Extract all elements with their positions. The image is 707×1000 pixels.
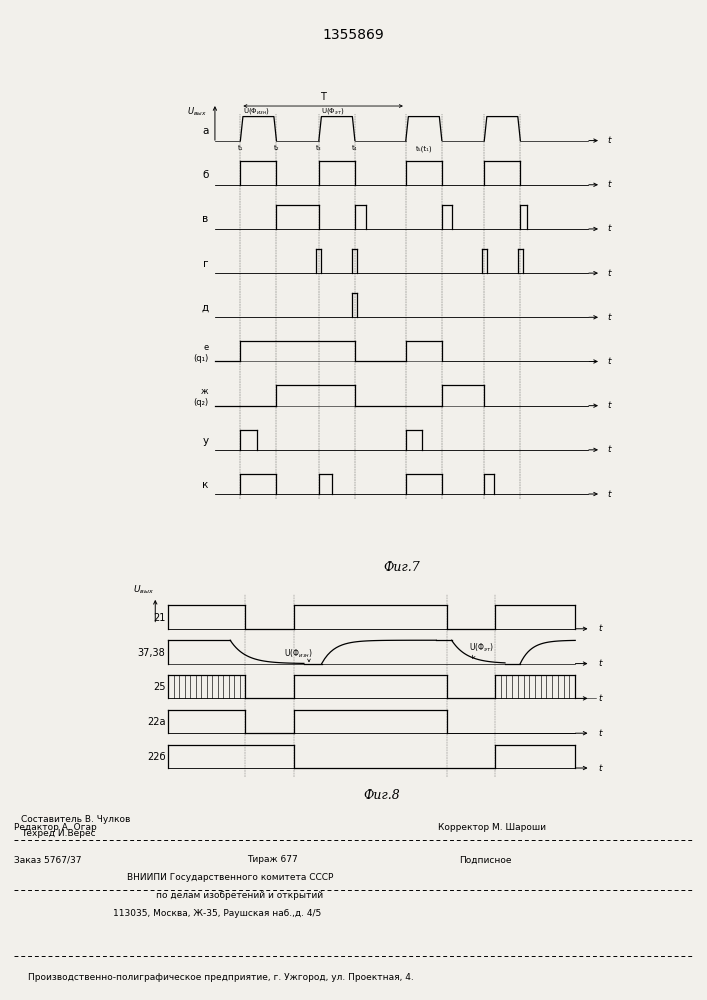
Text: Фиг.8: Фиг.8 (363, 789, 400, 802)
Text: у: у (202, 436, 209, 446)
Text: U(Φ$_{эт}$): U(Φ$_{эт}$) (469, 642, 495, 654)
Text: Составитель В. Чулков: Составитель В. Чулков (21, 816, 131, 824)
Text: 22б: 22б (147, 752, 165, 762)
Text: Подписное: Подписное (460, 856, 512, 864)
Text: t: t (607, 269, 611, 278)
Text: 37,38: 37,38 (138, 648, 165, 658)
Text: г: г (203, 259, 209, 269)
Text: е
(q₁): е (q₁) (193, 343, 209, 363)
Text: по делам изобретений и открытий: по делам изобретений и открытий (156, 892, 322, 900)
Text: б: б (202, 170, 209, 180)
Text: T: T (320, 92, 326, 102)
Text: t: t (598, 729, 602, 738)
Text: t: t (607, 136, 611, 145)
Text: t: t (607, 401, 611, 410)
Text: t: t (607, 180, 611, 189)
Text: t: t (598, 764, 602, 773)
Text: t: t (607, 490, 611, 499)
Text: U(Φ$_{изн}$): U(Φ$_{изн}$) (243, 106, 269, 116)
Text: Корректор М. Шароши: Корректор М. Шароши (438, 824, 547, 832)
Text: к: к (202, 480, 209, 490)
Text: Тираж 677: Тираж 677 (247, 856, 298, 864)
Text: д: д (201, 303, 209, 313)
Text: U(Φ$_{эт}$): U(Φ$_{эт}$) (321, 106, 344, 116)
Text: t₃: t₃ (316, 145, 322, 151)
Text: 113035, Москва, Ж-35, Раушская наб.,д. 4/5: 113035, Москва, Ж-35, Раушская наб.,д. 4… (113, 910, 322, 918)
Text: t₄: t₄ (352, 145, 358, 151)
Text: Фиг.7: Фиг.7 (383, 561, 420, 574)
Text: Техред И.Верес: Техред И.Верес (21, 830, 96, 838)
Text: Заказ 5767/37: Заказ 5767/37 (14, 856, 81, 864)
Text: U(Φ$_{изн}$): U(Φ$_{изн}$) (284, 648, 313, 660)
Text: 22а: 22а (147, 717, 165, 727)
Text: $U_{вых}$: $U_{вых}$ (187, 106, 207, 118)
Text: t: t (598, 624, 602, 633)
Text: Редактор А. Огар: Редактор А. Огар (14, 824, 97, 832)
Text: 1355869: 1355869 (322, 28, 385, 42)
Text: ж
(q₂): ж (q₂) (194, 387, 209, 407)
Text: в: в (202, 214, 209, 224)
Text: t: t (607, 357, 611, 366)
Text: $U_{вых}$: $U_{вых}$ (133, 583, 153, 596)
Text: t: t (598, 659, 602, 668)
Text: 21: 21 (153, 613, 165, 623)
Text: Производственно-полиграфическое предприятие, г. Ужгород, ул. Проектная, 4.: Производственно-полиграфическое предприя… (28, 974, 414, 982)
Text: а: а (202, 126, 209, 136)
Text: t₅(t₁): t₅(t₁) (416, 145, 432, 152)
Text: t₂: t₂ (274, 145, 279, 151)
Text: t: t (607, 224, 611, 233)
Text: t₁: t₁ (238, 145, 243, 151)
Text: t: t (607, 445, 611, 454)
Text: t: t (607, 313, 611, 322)
Text: t: t (598, 694, 602, 703)
Text: ВНИИПИ Государственного комитета СССР: ВНИИПИ Государственного комитета СССР (127, 874, 334, 882)
Text: 25: 25 (153, 682, 165, 692)
